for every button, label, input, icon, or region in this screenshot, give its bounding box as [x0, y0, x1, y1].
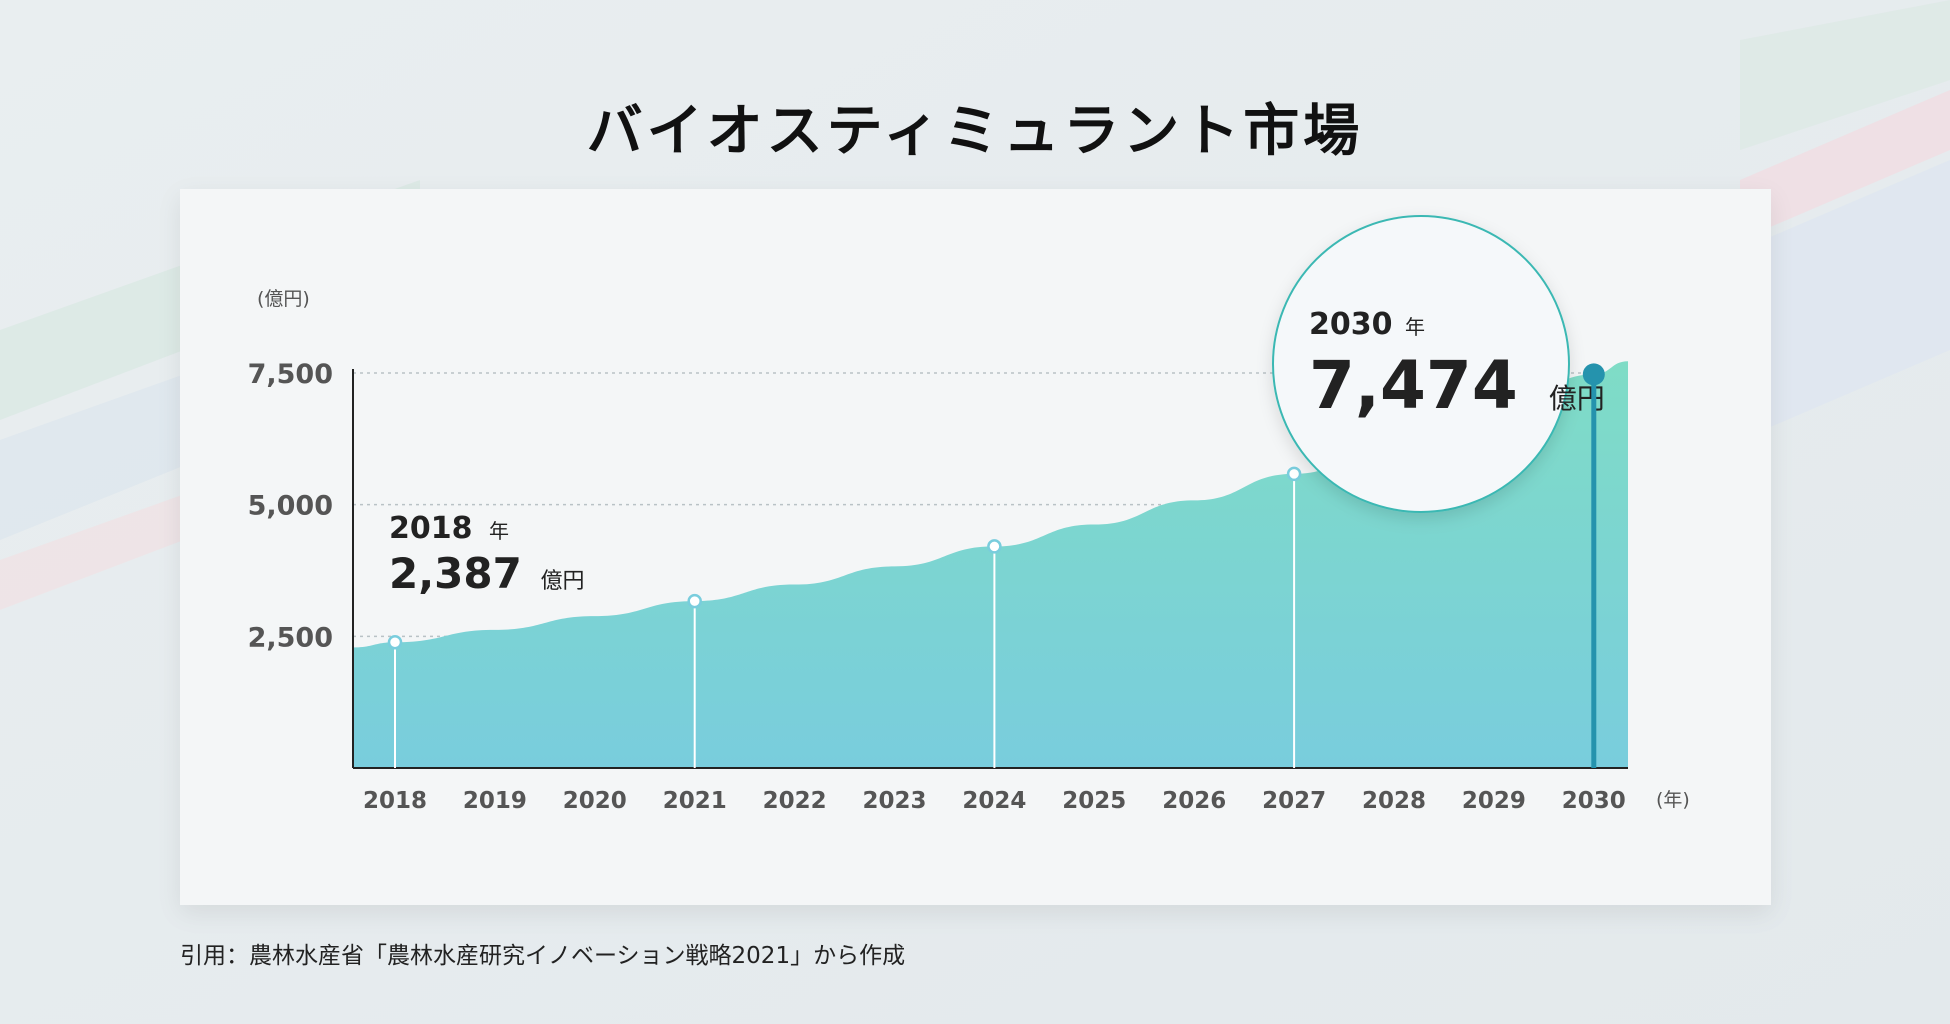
source-citation: 引用：農林水産省「農林水産研究イノベーション戦略2021」から作成	[180, 943, 906, 969]
annotation-2030-value-unit: 億円	[1549, 382, 1605, 415]
annotation-2030-year-unit: 年	[1405, 315, 1425, 339]
x-tick-label-2028: 2028	[1362, 788, 1426, 814]
data-markers	[387, 466, 1302, 768]
x-axis-unit-label: (年)	[1656, 789, 1690, 811]
svg-text:2030 年: 2030 年	[1309, 307, 1425, 342]
x-tick-label-2024: 2024	[962, 788, 1026, 814]
svg-text:2018 年: 2018 年	[389, 511, 509, 546]
area-fill	[353, 361, 1628, 768]
area-series	[353, 361, 1628, 768]
page-title: バイオスティミュラント市場	[586, 99, 1364, 164]
x-tick-label-2029: 2029	[1462, 788, 1526, 814]
highlight-2030	[1582, 363, 1605, 768]
x-tick-label-2025: 2025	[1062, 788, 1126, 814]
annotation-2030-callout: 2030 年 7,474 億円	[1272, 215, 1605, 513]
marker-point-2027	[1286, 466, 1302, 482]
highlight-point-2030	[1582, 363, 1605, 386]
y-tick-label-0: 2,500	[248, 622, 333, 653]
annotation-2030-year: 2030	[1309, 307, 1393, 342]
y-tick-label-1: 5,000	[248, 491, 333, 522]
x-tick-label-2020: 2020	[563, 788, 627, 814]
tick-labels: 2018 2019 2020 2021 2022 2023 2024 2025 2026 2027…	[248, 359, 1626, 814]
x-tick-label-2018: 2018	[363, 788, 427, 814]
y-tick-label-2: 7,500	[248, 359, 333, 390]
marker-point-2024	[987, 539, 1002, 554]
marker-point-2021	[687, 593, 702, 609]
x-tick-label-2021: 2021	[663, 788, 727, 814]
marker-point-2018	[387, 635, 403, 650]
x-tick-label-2030: 2030	[1562, 788, 1626, 814]
x-tick-label-2019: 2019	[463, 788, 527, 814]
annotation-2018: 2018 年 2,387 億円	[389, 511, 585, 598]
callout-circle	[1272, 215, 1570, 513]
annotation-2018-value-unit: 億円	[540, 569, 584, 594]
axes	[352, 369, 1628, 769]
annotation-2030-value: 7,474	[1309, 347, 1518, 424]
svg-text:2,387 億円: 2,387 億円	[389, 549, 585, 598]
x-tick-label-2027: 2027	[1262, 788, 1326, 814]
y-axis-unit-label: (億円)	[257, 288, 310, 310]
annotation-2018-year-unit: 年	[489, 519, 509, 543]
x-tick-label-2022: 2022	[763, 788, 827, 814]
annotation-2018-year: 2018	[389, 511, 473, 546]
annotation-2018-value: 2,387	[389, 549, 522, 598]
x-tick-label-2026: 2026	[1162, 788, 1226, 814]
x-tick-label-2023: 2023	[862, 788, 926, 814]
